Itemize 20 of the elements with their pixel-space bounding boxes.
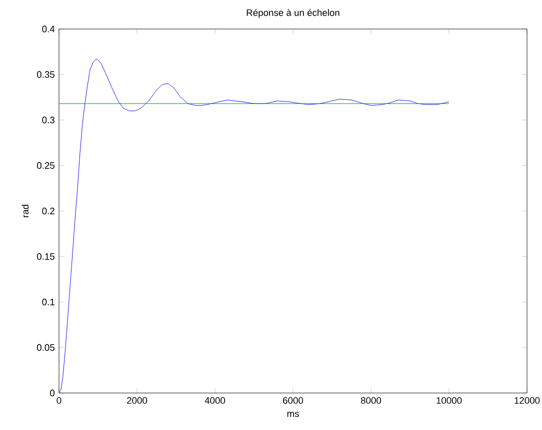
x-tick-label: 6000 (283, 397, 304, 404)
y-tick-label: 0.3 (42, 116, 54, 124)
y-axis-title: rad (22, 204, 29, 218)
x-tick-label: 10000 (436, 397, 462, 404)
chart-title: Réponse à un échelon (246, 8, 340, 18)
x-tick-label: 8000 (360, 397, 382, 404)
y-tick-label: 0.25 (36, 162, 54, 169)
y-tick-label: 0 (50, 390, 54, 396)
y-tick-label: 0.2 (42, 208, 54, 214)
x-tick-label: 12000 (514, 397, 540, 404)
y-tick-label: 0.05 (36, 344, 54, 351)
y-tick-label: 0.15 (36, 253, 54, 260)
y-tick-label: 0.35 (36, 71, 54, 78)
x-axis-title: ms (287, 412, 299, 417)
y-tick-label: 0.1 (42, 298, 54, 306)
x-tick-label: 2000 (127, 397, 148, 404)
y-tick-label: 0.4 (42, 26, 55, 32)
x-tick-label: 0 (56, 397, 62, 404)
line-series (59, 58, 450, 393)
x-tick-label: 4000 (204, 397, 226, 404)
